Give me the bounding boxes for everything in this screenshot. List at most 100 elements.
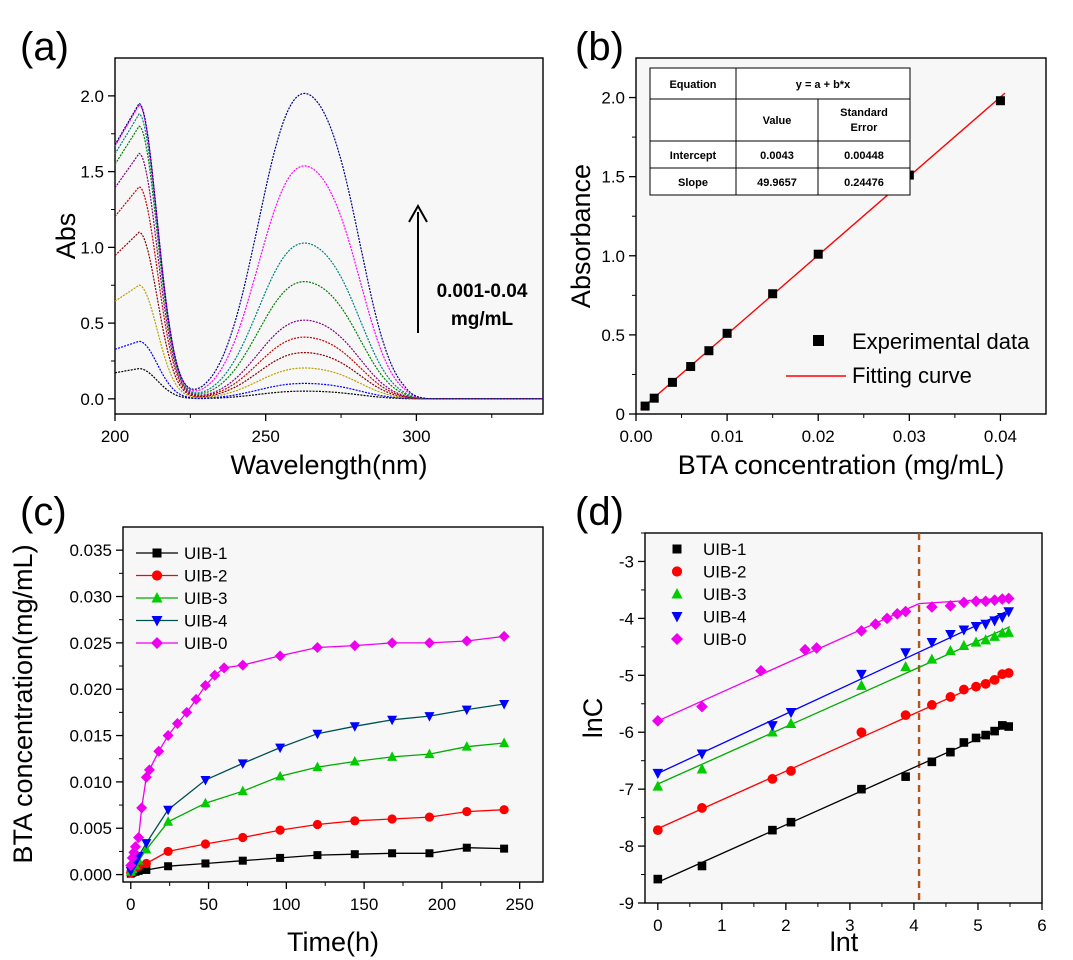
point-uib-3 <box>275 770 286 781</box>
fitting-curve-line <box>640 92 1006 410</box>
point-uib-3 <box>767 726 778 737</box>
point-uib-1 <box>697 861 707 871</box>
point-uib-1 <box>462 843 471 852</box>
point-uib-1 <box>201 859 210 868</box>
panel-d-x-title: lnt <box>830 927 859 957</box>
y-tick-label: 0.025 <box>69 634 112 653</box>
table-se-header-2: Error <box>851 122 879 134</box>
point-uib-1 <box>500 844 509 853</box>
point-uib-4 <box>200 776 211 786</box>
point-uib-2 <box>652 825 663 836</box>
point-uib-2 <box>945 692 956 702</box>
y-tick-label: 0.5 <box>80 314 104 333</box>
panel-c-y-title: BTA concentration(mg/mL) <box>8 544 38 863</box>
point-uib-4 <box>141 839 152 849</box>
point-uib-2 <box>424 812 435 822</box>
table-equation-label: Equation <box>669 79 716 91</box>
y-tick-label: 0.005 <box>69 819 112 838</box>
point-uib-3 <box>424 748 435 759</box>
legend-label-fitting: Fitting curve <box>852 363 972 388</box>
y-tick-label: 0 <box>616 405 625 424</box>
point-uib-2 <box>387 814 397 824</box>
x-tick-label: 1 <box>717 916 726 935</box>
legend-label-uib-4: UIB-4 <box>184 612 227 631</box>
legend-marker-uib-1 <box>672 544 682 554</box>
point-uib-1 <box>927 757 937 767</box>
y-tick-label: 0.5 <box>601 326 625 345</box>
point-uib-2 <box>200 839 211 849</box>
legend-marker-uib-2 <box>151 570 163 581</box>
point-uib-2 <box>971 681 981 692</box>
y-tick-label: -3 <box>619 552 634 571</box>
point-uib-0 <box>899 605 912 618</box>
point-uib-1 <box>425 849 434 858</box>
point-uib-1 <box>653 874 663 884</box>
experimental-point <box>722 328 732 338</box>
legend-label-uib-0: UIB-0 <box>184 634 227 653</box>
x-tick-label: 0.04 <box>984 427 1017 446</box>
point-uib-0 <box>926 601 938 613</box>
point-uib-3 <box>200 797 211 808</box>
point-uib-0 <box>190 693 202 705</box>
point-uib-1 <box>313 851 322 860</box>
point-uib-3 <box>785 717 797 728</box>
x-tick-label: 3 <box>845 916 854 935</box>
y-tick-label: -5 <box>619 666 634 685</box>
spectrum-line-10 <box>114 92 543 400</box>
point-uib-0 <box>869 618 882 630</box>
point-uib-1 <box>981 730 990 740</box>
point-uib-2 <box>989 674 1000 685</box>
point-uib-1 <box>142 865 151 874</box>
point-uib-4 <box>958 625 970 636</box>
panel-a-annotation-range: 0.001-0.04 <box>437 281 528 302</box>
panel-d-ticks: 0 1 2 3 4 5 6 -9 -8 -7 -6 -5 -4 -3 <box>619 532 1047 935</box>
panel-b-fit-table: Equation y = a + b*x Value Standard Erro… <box>649 67 911 196</box>
panel-b-legend: Experimental data Fitting curve <box>786 329 1030 388</box>
y-tick-label: 1.5 <box>601 168 625 187</box>
point-uib-2 <box>856 727 867 738</box>
y-tick-label: 1.0 <box>601 247 625 266</box>
legend-marker-uib-0 <box>671 633 683 645</box>
point-uib-4 <box>349 722 360 732</box>
legend-label-uib-2: UIB-2 <box>703 563 746 582</box>
point-uib-3 <box>945 645 956 656</box>
point-uib-1 <box>901 772 910 781</box>
point-uib-0 <box>979 595 992 608</box>
point-uib-4 <box>1003 607 1015 618</box>
y-tick-label: 0.010 <box>69 773 112 792</box>
point-uib-4 <box>980 619 991 630</box>
y-tick-label: 0.000 <box>69 866 112 885</box>
point-uib-4 <box>696 749 708 760</box>
legend-label-uib-3: UIB-3 <box>703 585 746 604</box>
panel-a-ticks: 200 250 300 0.0 0.5 1.0 1.5 2.0 <box>80 87 493 446</box>
point-uib-0 <box>958 596 970 609</box>
x-tick-label: 300 <box>402 427 430 446</box>
y-tick-label: 0.0 <box>80 390 104 409</box>
table-slope-value: 49.9657 <box>757 177 797 189</box>
point-uib-2 <box>350 816 360 826</box>
table-value-header: Value <box>763 115 792 127</box>
legend-marker-uib-1 <box>152 548 162 558</box>
point-uib-2 <box>767 774 778 784</box>
panel-c-label: (c) <box>20 490 67 534</box>
point-uib-0 <box>461 635 473 647</box>
legend-label-uib-0: UIB-0 <box>703 630 746 649</box>
point-uib-3 <box>461 741 472 751</box>
point-uib-3 <box>349 756 360 766</box>
point-uib-3 <box>970 636 982 647</box>
point-uib-2 <box>312 819 323 830</box>
point-uib-4 <box>424 712 435 722</box>
point-uib-4 <box>785 708 797 719</box>
point-uib-4 <box>945 630 956 641</box>
panel-a-label: (a) <box>20 25 69 69</box>
y-tick-label: 2.0 <box>601 89 625 108</box>
panel-c-release-kinetics: (c) 0 50 100 150 200 2500.0000.0050.0100.0150… <box>8 490 544 957</box>
table-equation-value: y = a + b*x <box>796 79 851 91</box>
panel-c-ticks: 0 50 100 150 200 250 0.000 0.005 0.010 0.015 0.020… <box>69 541 533 914</box>
point-uib-3 <box>237 785 248 796</box>
point-uib-2 <box>499 805 509 815</box>
panel-a-y-title: Abs <box>51 213 81 260</box>
experimental-point <box>686 362 696 372</box>
legend-marker-uib-4 <box>671 612 683 623</box>
